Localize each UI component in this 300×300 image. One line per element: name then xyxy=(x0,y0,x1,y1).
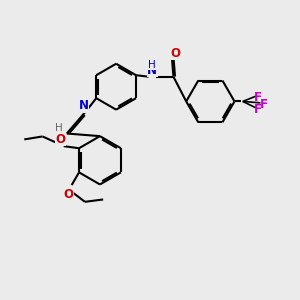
Text: O: O xyxy=(170,46,181,60)
Text: H: H xyxy=(148,60,156,70)
Text: N: N xyxy=(79,99,88,112)
Text: O: O xyxy=(64,188,74,201)
Text: F: F xyxy=(254,103,262,116)
Text: F: F xyxy=(260,98,268,111)
Text: F: F xyxy=(254,92,262,104)
Text: N: N xyxy=(147,64,157,77)
Text: H: H xyxy=(55,123,62,133)
Text: O: O xyxy=(56,133,66,146)
